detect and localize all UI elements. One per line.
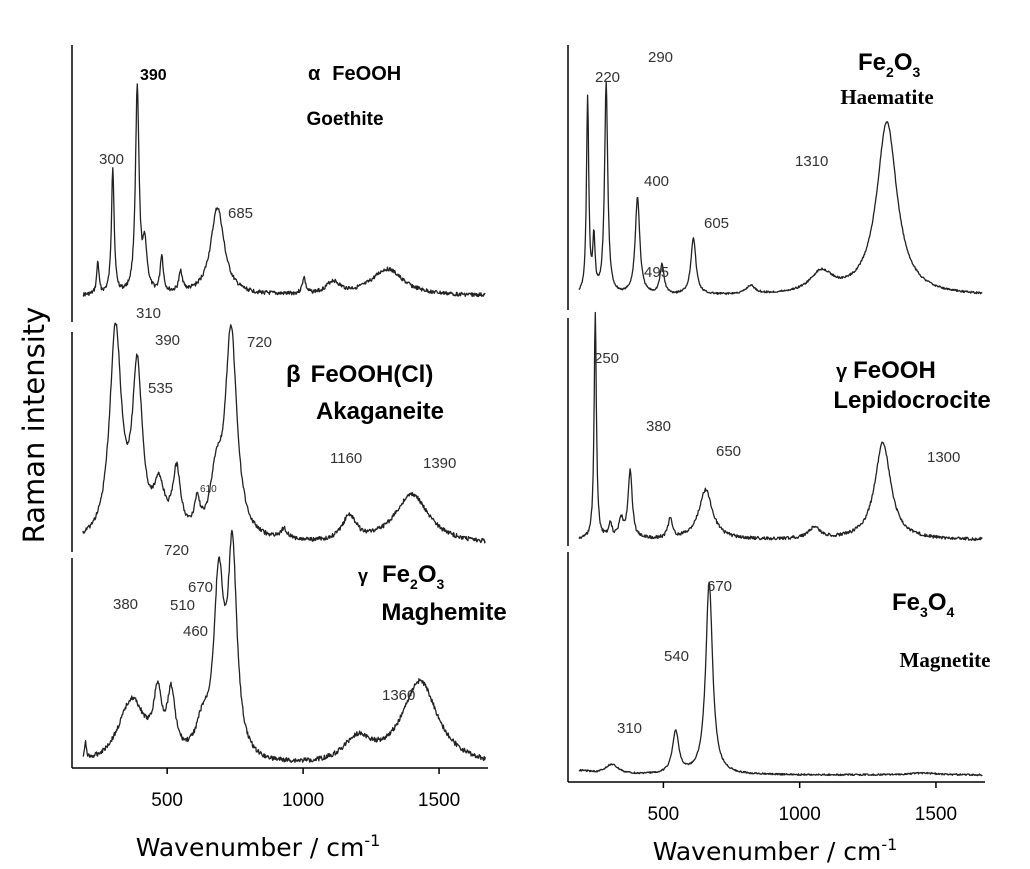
- haematite-spectrum: [578, 81, 983, 296]
- right-panel: 500 1000 1500 220 290 400 495 605 1310 250 380 650…: [567, 45, 991, 866]
- goethite-peak-label-390: 390: [140, 67, 167, 84]
- maghemite-peak-label-1360: 1360: [382, 687, 415, 704]
- maghemite-name: Maghemite: [381, 599, 506, 626]
- haematite-peak-label-605: 605: [704, 215, 729, 232]
- maghemite-peak-label-720: 720: [164, 542, 189, 559]
- maghemite-peak-label-670: 670: [188, 579, 213, 596]
- lepidocrocite-peak-label-380: 380: [646, 418, 671, 435]
- magnetite-peak-label-310: 310: [617, 720, 642, 737]
- haematite-peak-label-400: 400: [644, 173, 669, 190]
- x-tick-label: 1000: [282, 790, 324, 811]
- x-tick-label: 1500: [915, 804, 957, 825]
- haematite-formula: Fe2O3: [858, 49, 920, 80]
- left-panel: 500 1000 1500 300 390 685 310 390 535 610 720 1160…: [71, 45, 507, 862]
- x-tick-label: 500: [151, 790, 183, 811]
- magnetite-name: Magnetite: [900, 648, 991, 672]
- haematite-peak-label-220: 220: [595, 69, 620, 86]
- akaganeite-formula: β FeOOH(Cl): [286, 361, 433, 388]
- haematite-name: Haematite: [840, 85, 933, 109]
- right-peak-labels: 220 290 400 495 605 1310 250 380 650 1300 310 540 67…: [594, 49, 960, 737]
- magnetite-peak-label-670: 670: [707, 578, 732, 595]
- magnetite-formula: Fe3O4: [892, 589, 954, 620]
- magnetite-spectrum: [578, 581, 983, 777]
- haematite-peak-label-495: 495: [644, 264, 669, 281]
- goethite-peak-label-685: 685: [228, 205, 253, 222]
- right-x-axis-title: Wavenumber / cm-1: [653, 835, 898, 866]
- akaganeite-peak-label-310: 310: [136, 305, 161, 322]
- left-x-axis-title: Wavenumber / cm-1: [136, 831, 381, 862]
- maghemite-peak-label-510: 510: [170, 597, 195, 614]
- maghemite-spectrum: [82, 529, 486, 763]
- lepidocrocite-peak-label-1300: 1300: [927, 449, 960, 466]
- lepidocrocite-spectrum: [578, 311, 983, 542]
- goethite-spectrum: [82, 83, 486, 298]
- lepidocrocite-formula: γ FeOOH: [836, 357, 936, 384]
- magnetite-peak-label-540: 540: [664, 648, 689, 665]
- lepidocrocite-peak-label-250: 250: [594, 350, 619, 367]
- maghemite-peak-label-460: 460: [183, 623, 208, 640]
- akaganeite-peak-label-1160: 1160: [330, 450, 362, 467]
- haematite-peak-label-1310: 1310: [795, 153, 828, 170]
- haematite-peak-label-290: 290: [648, 49, 673, 66]
- goethite-formula: α FeOOH: [308, 63, 401, 85]
- x-tick-label: 1500: [418, 790, 460, 811]
- maghemite-formula: γ Fe2O3: [358, 561, 445, 592]
- right-x-ticks: 500 1000 1500: [648, 782, 957, 825]
- lepidocrocite-name: Lepidocrocite: [833, 387, 990, 414]
- akaganeite-peak-label-720: 720: [247, 334, 272, 351]
- left-peak-labels: 300 390 685 310 390 535 610 720 1160 1390 380 460 51…: [99, 67, 456, 704]
- maghemite-peak-label-380: 380: [113, 596, 138, 613]
- y-axis-title: Raman intensity: [17, 307, 51, 544]
- lepidocrocite-peak-label-650: 650: [716, 443, 741, 460]
- left-x-ticks: 500 1000 1500: [151, 768, 460, 811]
- akaganeite-name: Akaganeite: [316, 398, 444, 425]
- goethite-peak-label-300: 300: [99, 151, 124, 168]
- akaganeite-peak-label-610: 610: [200, 484, 217, 495]
- x-tick-label: 1000: [779, 804, 821, 825]
- akaganeite-peak-label-535: 535: [148, 380, 173, 397]
- x-tick-label: 500: [648, 804, 680, 825]
- akaganeite-peak-label-1390: 1390: [423, 455, 456, 472]
- akaganeite-peak-label-390: 390: [155, 332, 180, 349]
- goethite-name: Goethite: [306, 109, 383, 130]
- akaganeite-spectrum: [82, 322, 486, 544]
